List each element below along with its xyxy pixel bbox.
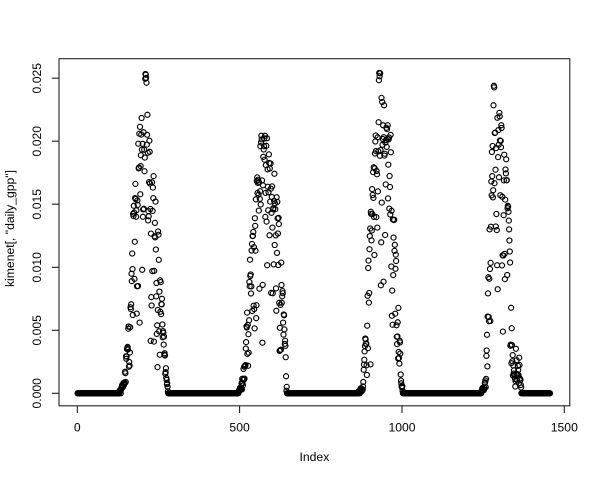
svg-text:0.010: 0.010	[30, 252, 44, 283]
svg-text:0.020: 0.020	[30, 126, 44, 157]
svg-text:0.000: 0.000	[30, 378, 44, 409]
svg-text:0.015: 0.015	[30, 189, 44, 220]
svg-text:0.005: 0.005	[30, 315, 44, 346]
svg-text:1500: 1500	[551, 420, 578, 434]
svg-text:0.025: 0.025	[30, 63, 44, 94]
svg-text:kimenet[, "daily_gpp"]: kimenet[, "daily_gpp"]	[3, 170, 17, 287]
svg-text:500: 500	[229, 420, 250, 434]
svg-text:0: 0	[74, 420, 81, 434]
svg-text:Index: Index	[299, 450, 329, 464]
svg-text:1000: 1000	[388, 420, 415, 434]
